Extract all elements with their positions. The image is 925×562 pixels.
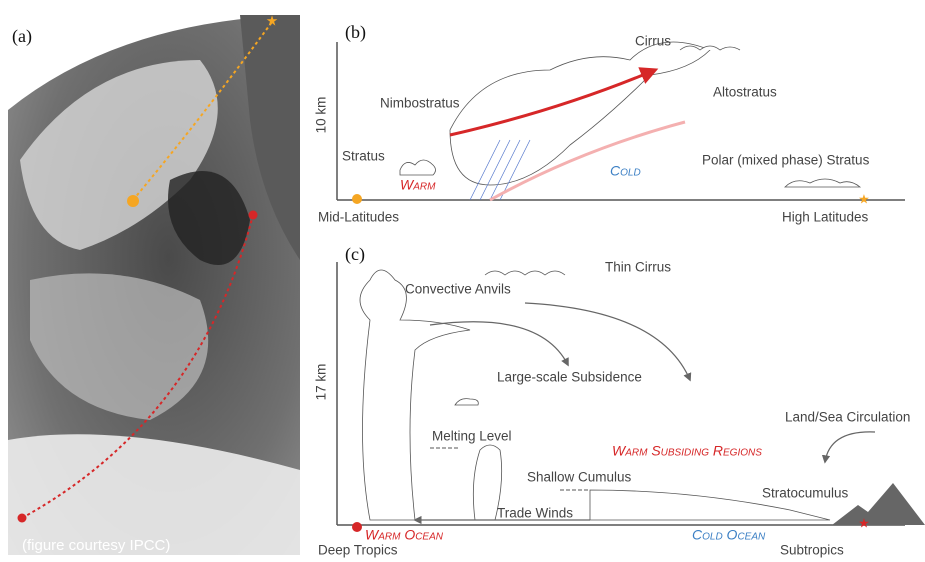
marker (352, 194, 362, 204)
arrow (429, 321, 569, 367)
panel-label: (b) (345, 22, 366, 43)
label: Mid-Latitudes (318, 210, 399, 225)
star: ★ (858, 515, 870, 530)
warm-front (449, 67, 659, 137)
clouds (359, 269, 831, 521)
label: Trade Winds (497, 506, 573, 521)
label: Cold (610, 163, 641, 179)
label: Cirrus (635, 34, 671, 49)
label: High Latitudes (782, 210, 869, 225)
label: Convective Anvils (405, 282, 511, 297)
label: Nimbostratus (380, 96, 460, 111)
credit: (figure courtesy IPCC) (22, 537, 170, 554)
label: Thin Cirrus (605, 260, 671, 275)
panel-label: (a) (12, 26, 32, 47)
star: ★ (858, 191, 870, 206)
mountains (832, 483, 925, 525)
label: Cold Ocean (692, 527, 766, 543)
marker (352, 522, 362, 532)
label: Large-scale Subsidence (497, 370, 642, 385)
label: Altostratus (713, 85, 777, 100)
label: Land/Sea Circulation (785, 410, 910, 425)
arrow (524, 302, 692, 382)
label: Warm Ocean (365, 527, 444, 543)
label: Deep Tropics (318, 543, 398, 558)
axis-label: 10 km (314, 97, 329, 134)
label: Melting Level (432, 429, 512, 444)
label: Warm Subsiding Regions (612, 443, 762, 459)
panel-label: (c) (345, 244, 365, 265)
label: Warm (400, 177, 436, 193)
label: Stratus (342, 149, 385, 164)
axis-label: 17 km (314, 364, 329, 401)
cold-front (489, 120, 686, 202)
rain-lines (469, 139, 531, 201)
label: Stratocumulus (762, 486, 849, 501)
label: Shallow Cumulus (527, 470, 632, 485)
label: Polar (mixed phase) Stratus (702, 153, 870, 168)
arrow (821, 431, 876, 464)
star: ★ (266, 13, 279, 29)
label: Subtropics (780, 543, 844, 558)
satellite-image: ★ (8, 13, 300, 555)
